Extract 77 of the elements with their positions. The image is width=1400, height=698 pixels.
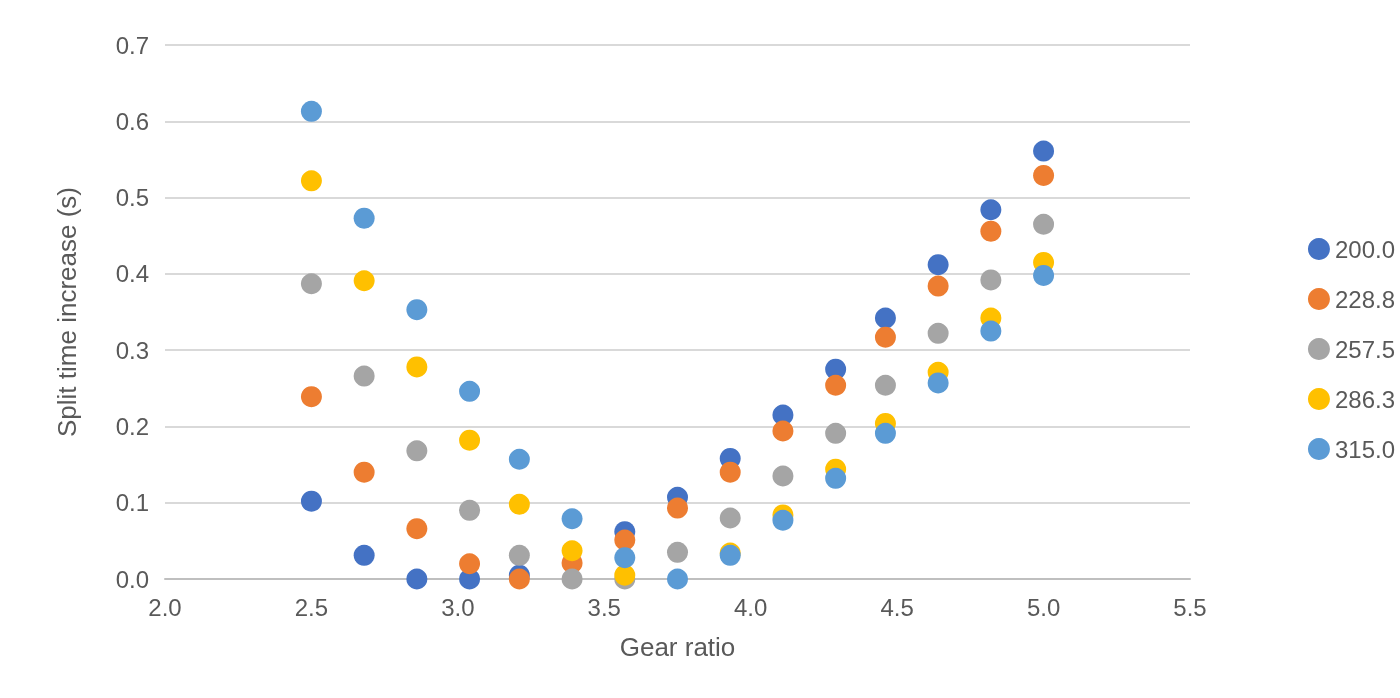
point [508,493,530,515]
point [927,322,949,344]
y-tick-label: 0.5 [115,184,149,212]
point [561,568,583,590]
point [459,553,481,575]
point [874,307,896,329]
x-tick-label: 4.5 [880,593,914,621]
y-tick-label: 0.6 [115,107,149,135]
legend-label: 315.0 [1334,435,1395,463]
point [874,374,896,396]
y-tick-label: 0.2 [115,412,149,440]
point [667,497,688,519]
point [300,490,322,512]
y-tick-label: 0.1 [115,489,149,517]
point [1033,264,1055,286]
y-tick-label: 0.3 [115,336,149,364]
point [719,507,741,529]
x-tick-label: 5.0 [1026,593,1061,621]
point [667,568,688,590]
point [1033,164,1055,186]
point [459,499,481,521]
point [825,374,847,396]
point [561,540,583,562]
x-tick-label: 3.0 [441,593,475,621]
x-tick-label: 2.5 [294,593,329,621]
point [406,518,428,540]
x-tick-label: 2.0 [148,593,182,621]
point [980,320,1002,342]
point [508,544,530,566]
legend-label: 228.8 [1334,285,1395,313]
point [1033,213,1055,235]
point [508,448,530,470]
point [719,461,741,483]
point [353,270,375,292]
legend-label: 286.3 [1334,385,1395,413]
legend-label: 257.5 [1334,335,1395,363]
legend-label: 200.0 [1334,235,1395,263]
y-axis-title: Split time increase (s) [52,187,82,437]
point [772,420,794,442]
point [300,386,322,408]
point [772,465,794,487]
point [772,509,794,531]
point [980,269,1002,291]
point [459,380,481,402]
point [980,199,1002,221]
point [667,541,688,563]
point [300,100,322,122]
point [825,467,847,489]
y-tick-label: 0.4 [115,260,149,288]
point [614,529,636,551]
y-tick-label: 0.7 [115,31,149,59]
point [353,207,375,229]
point [927,372,949,394]
point [927,254,949,276]
point [980,220,1002,242]
point [927,275,949,297]
y-tick-label: 0.0 [115,565,149,593]
x-tick-label: 5.5 [1173,593,1207,621]
point [300,170,322,192]
point [300,273,322,295]
point [874,422,896,444]
point [353,365,375,387]
point [614,547,636,569]
point [406,356,428,378]
point [406,299,428,321]
x-tick-label: 4.0 [734,593,768,621]
x-tick-label: 3.5 [587,593,621,621]
point [874,326,896,348]
x-axis-title: Gear ratio [619,632,736,662]
point [825,422,847,444]
point [459,429,481,451]
point [1033,140,1055,162]
point [406,440,428,462]
point [353,544,375,566]
point [561,508,583,530]
point [406,568,428,590]
point [353,461,375,483]
